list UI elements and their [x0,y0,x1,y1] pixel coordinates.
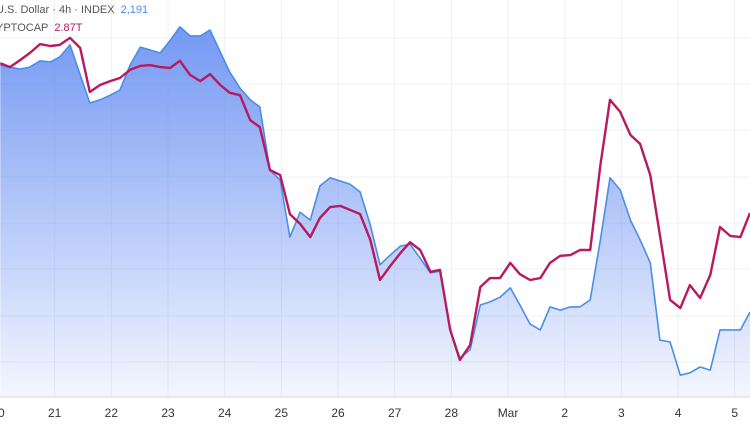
x-tick-label: Mar [498,406,519,420]
x-tick-label: 24 [218,406,232,420]
x-tick-label: 2 [561,406,568,420]
x-tick-label: 4 [675,406,682,420]
x-tick-label: 21 [48,406,62,420]
x-tick-label: 5 [731,406,738,420]
plot [0,0,750,397]
x-tick-label: 25 [275,406,289,420]
legend-value: 2,191 [121,4,149,16]
x-tick-label: 26 [331,406,345,420]
line [0,36,750,362]
x-tick-label: 23 [161,406,175,420]
legend-label: YPTOCAP [0,22,48,34]
legend-value: 2.87T [54,22,82,34]
x-tick-label: 20 [0,406,5,420]
legend: U.S. Dollar · 4h · INDEX 2,191 YPTOCAP 2.87… [0,4,148,34]
line [0,26,750,376]
x-tick-label: 27 [388,406,402,420]
x-tick-label: 3 [618,406,625,420]
x-tick-label: 28 [445,406,459,420]
x-tick-label: 22 [105,406,119,420]
area [0,26,750,397]
legend-label: U.S. Dollar · 4h · INDEX [0,4,115,16]
